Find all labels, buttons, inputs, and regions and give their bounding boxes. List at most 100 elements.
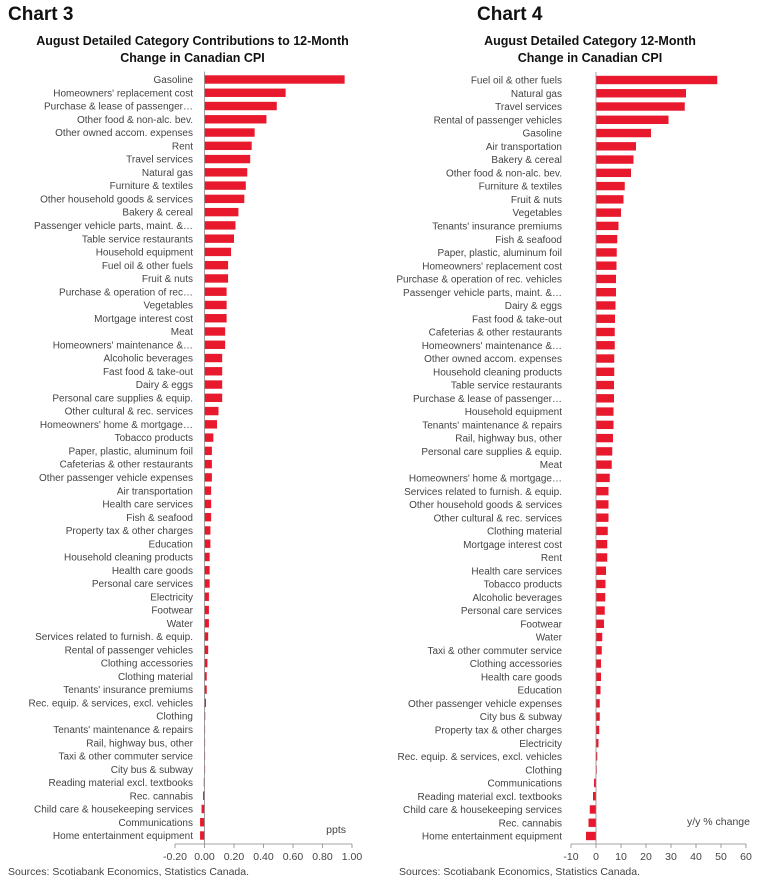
chart-4-bar xyxy=(596,738,599,748)
chart-4-category-label: Fast food & take-out xyxy=(472,314,562,325)
chart-4-category-label: Fuel oil & other fuels xyxy=(471,76,562,87)
chart-3-tick-label: 1.00 xyxy=(342,851,363,863)
chart-4-category-label: Water xyxy=(536,633,563,644)
chart-3-bar xyxy=(204,128,255,137)
chart-3-bar xyxy=(204,685,207,694)
chart-3-category-label: Mortgage interest cost xyxy=(94,314,193,325)
chart-4-category-label: Fish & seafood xyxy=(495,235,562,246)
chart-4-bar xyxy=(596,221,619,231)
chart-4-category-label: Other passenger vehicle expenses xyxy=(408,699,562,710)
chart-3-tick-label: 0.40 xyxy=(253,851,274,863)
chart-3-category-label: Electricity xyxy=(150,592,193,603)
chart-4-bar xyxy=(596,274,616,284)
chart-3-category-label: Health care services xyxy=(102,500,193,511)
chart-4-tick-label: 30 xyxy=(665,851,677,863)
chart-3-bar xyxy=(204,446,212,456)
chart-4-bar xyxy=(596,619,604,628)
chart-3-bar xyxy=(201,804,205,814)
chart-3-tick-label: 0.20 xyxy=(224,851,245,863)
chart-4-category-label: Other cultural & rec. services xyxy=(434,513,562,524)
chart-4-bar xyxy=(596,659,601,668)
chart-4-category-label: Property tax & other charges xyxy=(435,725,562,736)
chart-4-bar xyxy=(596,89,686,98)
chart-4-category-label: Passenger vehicle parts, maint. &… xyxy=(403,288,562,299)
chart-4-category-label: Vegetables xyxy=(513,208,563,219)
chart-3-category-label: Rent xyxy=(172,141,193,152)
chart-3-bar xyxy=(204,499,212,509)
chart-3-source: Sources: Scotiabank Economics, Statistic… xyxy=(8,866,250,878)
chart-3-tick-label: 0.60 xyxy=(283,851,304,863)
chart-3-category-label: Property tax & other charges xyxy=(66,526,193,537)
chart-4-bar xyxy=(596,500,609,509)
chart-3-tick-label: 0.80 xyxy=(312,851,333,863)
chart-4-bar xyxy=(588,818,596,827)
chart-3-panel: Chart 3 August Detailed Category Contrib… xyxy=(8,4,363,878)
chart-4-title: August Detailed Category 12-Month Change… xyxy=(484,34,696,65)
chart-3-category-label: Services related to furnish. & equip. xyxy=(35,632,193,643)
chart-3-category-label: Homeowners' replacement cost xyxy=(53,88,193,99)
chart-4-tick-label: 50 xyxy=(715,851,727,863)
chart-4-tick-label: 0 xyxy=(593,851,599,863)
chart-3-bar xyxy=(204,247,232,257)
chart-3-category-label: Purchase & lease of passenger… xyxy=(44,102,193,113)
chart-3-bar xyxy=(204,300,227,310)
chart-3-category-label: Rail, highway bus, other xyxy=(86,738,193,749)
chart-3-category-label: Tobacco products xyxy=(115,433,193,444)
chart-4-source: Sources: Scotiabank Economics, Statistic… xyxy=(399,866,641,878)
chart-3-bar xyxy=(204,552,210,562)
chart-3-category-label: Clothing accessories xyxy=(101,659,193,670)
chart-4-bar xyxy=(596,526,608,536)
chart-3-bar xyxy=(204,566,210,575)
chart-4-number: Chart 4 xyxy=(477,4,543,25)
chart-3-bar xyxy=(204,632,209,641)
chart-4-bar xyxy=(596,102,685,111)
chart-4-category-label: Clothing material xyxy=(487,527,562,538)
chart-4-bar xyxy=(596,380,614,390)
chart-4-category-label: Household cleaning products xyxy=(433,367,562,378)
chart-3-bar xyxy=(204,181,246,190)
chart-3-bar xyxy=(204,420,218,429)
chart-4-bar xyxy=(596,540,608,549)
chart-3-bar xyxy=(204,141,252,151)
chart-4-tick-label: 10 xyxy=(615,851,627,863)
chart-4-category-label: Tobacco products xyxy=(484,580,562,591)
chart-4-category-label: Home entertainment equipment xyxy=(422,832,562,843)
chart-4-category-label: Footwear xyxy=(520,619,562,630)
chart-3-category-label: Other cultural & rec. services xyxy=(65,407,193,418)
chart-4-category-label: Taxi & other commuter service xyxy=(428,646,563,657)
chart-3-category-label: Gasoline xyxy=(154,75,194,86)
chart-4-bar xyxy=(596,142,636,151)
chart-4-bar xyxy=(596,234,618,244)
chart-3-category-label: Travel services xyxy=(126,155,193,166)
chart-4-bar xyxy=(596,248,617,257)
chart-4-bar xyxy=(596,752,598,761)
chart-4-bar xyxy=(596,354,615,363)
chart-3-bar xyxy=(204,115,267,124)
chart-3-bar xyxy=(204,486,212,495)
chart-4-bar xyxy=(596,195,624,204)
chart-3-bar xyxy=(204,393,223,403)
chart-3-bar xyxy=(204,579,210,588)
chart-4-category-label: Mortgage interest cost xyxy=(463,540,562,551)
chart-3-category-label: Household cleaning products xyxy=(64,553,193,564)
chart-4-category-label: Tenants' maintenance & repairs xyxy=(422,420,562,431)
chart-3-bar xyxy=(204,194,245,204)
chart-3-category-label: Water xyxy=(167,619,194,630)
chart-3-category-label: City bus & subway xyxy=(111,765,193,776)
chart-4-category-label: Furniture & textiles xyxy=(479,182,562,193)
chart-3-category-label: Air transportation xyxy=(117,486,193,497)
chart-3-plot: Gasoline Homeowners' replacement cost Purc… xyxy=(28,71,363,863)
chart-4-bar xyxy=(596,473,610,483)
chart-4-tick-label: 20 xyxy=(640,851,652,863)
chart-4-plot: Fuel oil & other fuels Natural gas Travel … xyxy=(396,72,752,863)
chart-3-category-label: Table service restaurants xyxy=(82,234,193,245)
chart-4-category-label: Rail, highway bus, other xyxy=(455,434,562,445)
chart-4-category-label: Natural gas xyxy=(511,89,562,100)
chart-3-category-label: Health care goods xyxy=(112,566,193,577)
chart-3-category-label: Taxi & other commuter service xyxy=(59,752,194,763)
chart-3-category-label: Natural gas xyxy=(142,168,193,179)
chart-4-bar xyxy=(596,314,615,323)
chart-3-category-label: Fruit & nuts xyxy=(142,274,193,285)
chart-3-bar xyxy=(204,314,227,323)
chart-4-category-label: Education xyxy=(518,686,562,697)
